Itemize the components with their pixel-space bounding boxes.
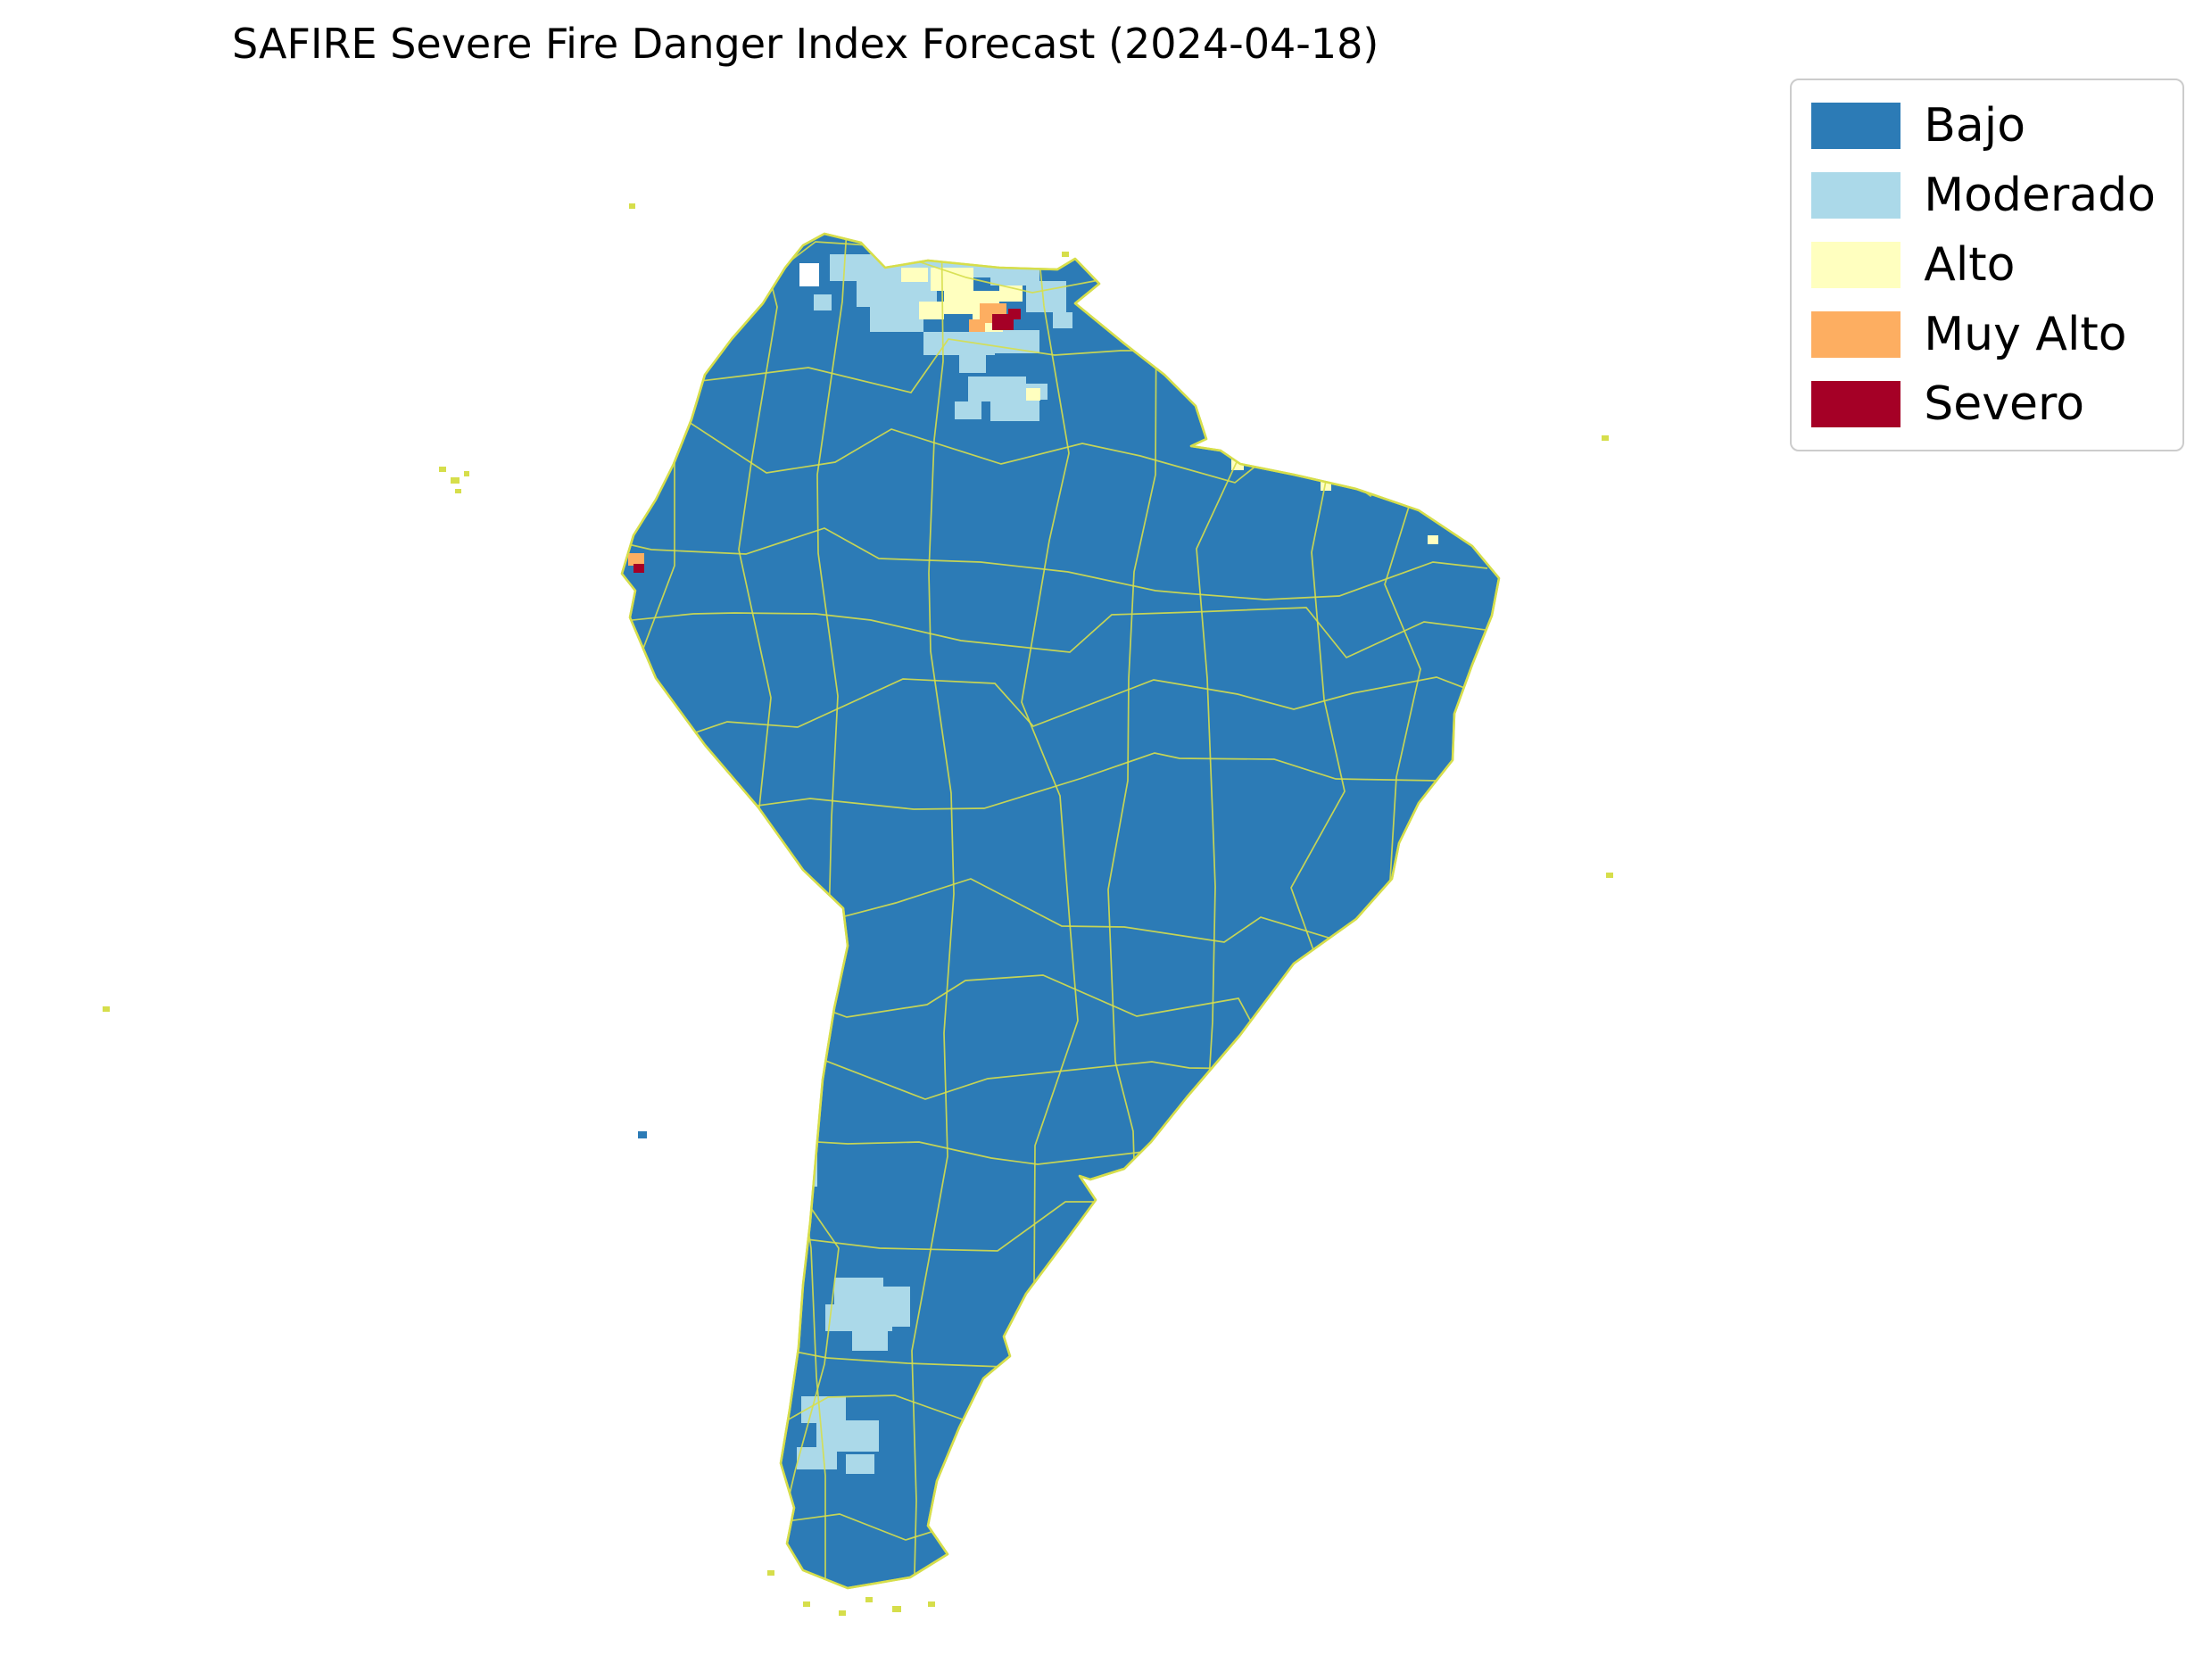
legend-swatch-bajo: [1811, 103, 1901, 149]
legend-label-severo: Severo: [1924, 377, 2085, 431]
legend-item-severo: Severo: [1811, 375, 2156, 434]
legend-swatch-muy-alto: [1811, 311, 1901, 358]
legend-swatch-severo: [1811, 381, 1901, 427]
legend-item-bajo: Bajo: [1811, 96, 2156, 155]
coastline: [620, 232, 1501, 1590]
figure-title: SAFIRE Severe Fire Danger Index Forecast…: [232, 20, 1379, 68]
legend-label-moderado: Moderado: [1924, 169, 2156, 222]
legend-item-muy-alto: Muy Alto: [1811, 305, 2156, 364]
legend-item-moderado: Moderado: [1811, 166, 2156, 225]
legend: Bajo Moderado Alto Muy Alto Severo: [1790, 79, 2184, 451]
legend-label-muy-alto: Muy Alto: [1924, 308, 2127, 361]
continent-landmass: [620, 232, 1501, 1590]
legend-label-alto: Alto: [1924, 238, 2016, 292]
legend-item-alto: Alto: [1811, 236, 2156, 294]
island-specks-layer: [103, 203, 1613, 1616]
legend-swatch-alto: [1811, 242, 1901, 288]
legend-swatch-moderado: [1811, 172, 1901, 219]
legend-label-bajo: Bajo: [1924, 99, 2026, 153]
